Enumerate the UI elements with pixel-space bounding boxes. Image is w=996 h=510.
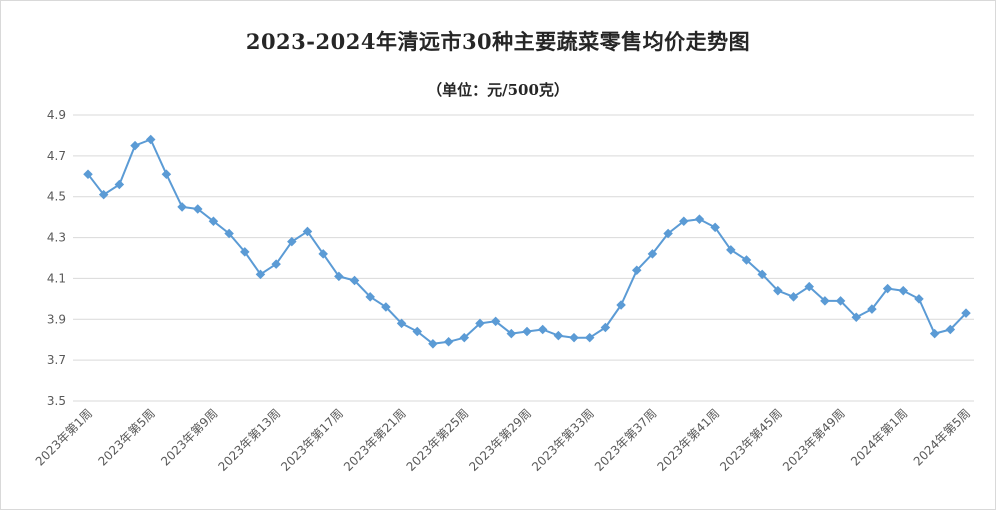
data-point: [679, 216, 689, 226]
data-point: [631, 265, 642, 276]
chart-subtitle: （单位：元/500克）: [427, 81, 569, 99]
data-point: [929, 328, 940, 339]
data-point: [506, 328, 517, 339]
data-point: [255, 269, 266, 280]
data-point: [898, 285, 909, 296]
data-point: [114, 179, 125, 190]
data-point: [318, 249, 328, 259]
x-tick-label: 2023年第25周: [404, 406, 472, 474]
data-point: [788, 292, 799, 302]
data-point: [130, 140, 140, 151]
data-point: [694, 214, 705, 224]
y-tick-label: 3.7: [47, 353, 66, 367]
data-point: [428, 339, 438, 349]
x-tick-label: 2023年第21周: [341, 406, 409, 474]
data-point: [490, 316, 501, 327]
data-point: [773, 285, 783, 296]
data-point: [443, 336, 454, 347]
x-tick-label: 2024年第1周: [848, 406, 910, 468]
data-point: [224, 228, 234, 239]
data-point: [616, 300, 626, 310]
data-point: [522, 326, 532, 337]
x-axis-ticks: 2023年第1周 2023年第5周 2023年第9周2023年第13周2023年第1…: [33, 406, 973, 474]
y-tick-label: 4.5: [47, 190, 66, 204]
data-point: [820, 296, 830, 306]
data-point: [553, 330, 564, 341]
y-tick-label: 4.9: [47, 108, 66, 122]
data-point: [741, 255, 752, 265]
gridlines: [73, 114, 974, 402]
x-tick-label: 2023年第41周: [655, 406, 723, 474]
data-point: [177, 202, 187, 212]
data-point: [83, 169, 93, 180]
data-point: [271, 259, 281, 269]
data-point: [161, 169, 172, 180]
x-tick-label: 2023年第49周: [780, 406, 848, 474]
y-tick-label: 4.3: [47, 231, 66, 245]
data-point: [867, 304, 877, 314]
x-tick-label: 2023年第29周: [466, 406, 534, 474]
y-axis-ticks: 3.5 3.7 3.9 4.1 4.3 4.5 4.7 4.9: [47, 108, 66, 408]
data-point: [302, 226, 313, 237]
data-point: [98, 189, 109, 200]
x-tick-label: 2024年第5周: [911, 406, 973, 468]
y-tick-label: 3.9: [47, 312, 66, 326]
data-point: [192, 204, 203, 214]
x-tick-label: 2023年第13周: [216, 406, 284, 474]
data-point: [914, 294, 924, 304]
data-point: [475, 318, 485, 329]
data-point: [882, 283, 893, 294]
data-point: [459, 332, 470, 343]
data-point: [710, 222, 720, 233]
data-point: [396, 318, 407, 329]
data-point: [600, 322, 611, 333]
x-tick-label: 2023年第33周: [529, 406, 597, 474]
series-line: [87, 138, 967, 345]
data-point: [240, 247, 250, 257]
data-point: [537, 324, 548, 335]
data-point: [334, 271, 344, 282]
data-point: [757, 269, 767, 280]
x-tick-label: 2023年第9周: [158, 406, 220, 468]
data-point: [961, 308, 971, 318]
x-tick-label: 2023年第37周: [592, 406, 660, 474]
data-point: [726, 245, 736, 255]
data-point: [381, 302, 391, 312]
data-point: [349, 275, 360, 286]
series-line: [87, 138, 967, 345]
y-tick-label: 4.7: [47, 149, 66, 163]
data-point: [145, 134, 156, 145]
x-tick-label: 2023年第5周: [95, 406, 157, 468]
data-point: [569, 332, 579, 343]
data-point: [287, 236, 297, 247]
data-point: [851, 312, 862, 323]
y-tick-label: 4.1: [47, 271, 66, 285]
y-tick-label: 3.5: [47, 394, 66, 408]
data-point: [647, 249, 658, 259]
chart-title: 2023-2024年清远市30种主要蔬菜零售均价走势图: [245, 29, 751, 54]
data-point: [365, 292, 375, 302]
series-markers: [83, 134, 971, 349]
data-point: [804, 281, 814, 292]
data-point: [835, 296, 846, 306]
data-point: [663, 228, 673, 239]
x-tick-label: 2023年第17周: [278, 406, 346, 474]
x-tick-label: 2023年第45周: [717, 406, 785, 474]
data-point: [208, 216, 219, 226]
data-point: [945, 324, 956, 335]
x-tick-label: 2023年第1周: [33, 406, 95, 468]
data-point: [584, 332, 595, 343]
data-point: [412, 326, 423, 337]
